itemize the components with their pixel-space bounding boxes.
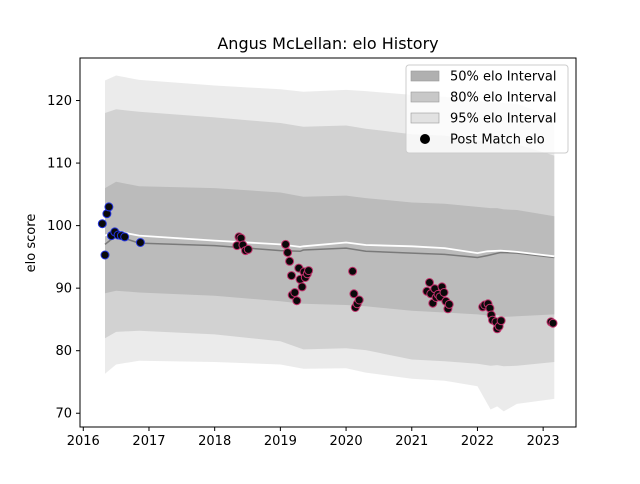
legend-label: 50% elo Interval bbox=[450, 70, 557, 85]
post-match-point bbox=[287, 271, 296, 281]
post-match-point bbox=[354, 295, 364, 305]
legend-label: Post Match elo bbox=[450, 133, 545, 148]
post-match-point bbox=[120, 232, 130, 242]
post-match-point bbox=[496, 316, 506, 326]
post-match-point bbox=[290, 288, 300, 297]
x-tick-label: 2018 bbox=[198, 434, 231, 449]
y-axis: 70 80 90 100 110 120 bbox=[47, 94, 80, 422]
legend-swatch bbox=[410, 112, 440, 124]
x-tick-label: 2016 bbox=[67, 434, 100, 449]
upper-mean-elo-line bbox=[104, 230, 555, 258]
post-match-point bbox=[97, 219, 107, 229]
x-tick-label: 2021 bbox=[395, 434, 428, 449]
post-match-point bbox=[348, 266, 358, 276]
chart-title: Angus McLellan: elo History bbox=[217, 34, 438, 53]
post-match-point bbox=[292, 296, 302, 306]
post-match-point bbox=[243, 244, 253, 254]
legend-marker bbox=[420, 134, 430, 144]
post-match-point bbox=[283, 248, 293, 257]
legend-swatch bbox=[410, 70, 440, 82]
x-tick-label: 2017 bbox=[132, 434, 165, 449]
post-match-point bbox=[100, 250, 110, 260]
legend-label: 95% elo Interval bbox=[450, 112, 557, 127]
post-match-point bbox=[548, 318, 558, 328]
post-match-point bbox=[425, 278, 434, 287]
post-match-point bbox=[439, 288, 449, 297]
legend-box bbox=[405, 64, 569, 154]
legend-label: 80% elo Interval bbox=[450, 91, 557, 106]
x-axis: 2016 2017 2018 2019 2020 2021 2022 2023 bbox=[67, 427, 560, 449]
y-axis-label: elo score bbox=[24, 214, 39, 273]
post-match-point bbox=[349, 289, 359, 299]
x-tick-label: 2019 bbox=[264, 434, 297, 449]
post-match-point bbox=[297, 282, 307, 292]
x-tick-label: 2022 bbox=[461, 434, 494, 449]
legend: 50% elo Interval 80% elo Interval 95% elo … bbox=[405, 64, 569, 154]
x-tick-label: 2023 bbox=[527, 434, 560, 449]
y-tick-label: 80 bbox=[55, 344, 72, 359]
y-tick-label: 100 bbox=[47, 219, 72, 234]
y-tick-label: 110 bbox=[47, 157, 72, 172]
plot-area bbox=[97, 75, 558, 412]
post-match-point bbox=[444, 299, 454, 309]
post-match-point bbox=[281, 239, 291, 249]
y-tick-label: 70 bbox=[55, 407, 72, 422]
legend-swatch bbox=[410, 91, 440, 103]
y-tick-label: 90 bbox=[55, 282, 72, 297]
post-match-point bbox=[304, 266, 314, 276]
post-match-point bbox=[135, 238, 145, 247]
y-tick-label: 120 bbox=[47, 94, 72, 109]
mean-elo-line bbox=[104, 234, 555, 259]
axes-frame bbox=[79, 57, 577, 428]
post-match-point bbox=[285, 256, 295, 266]
post-match-point bbox=[104, 202, 114, 212]
x-tick-label: 2020 bbox=[330, 434, 363, 449]
